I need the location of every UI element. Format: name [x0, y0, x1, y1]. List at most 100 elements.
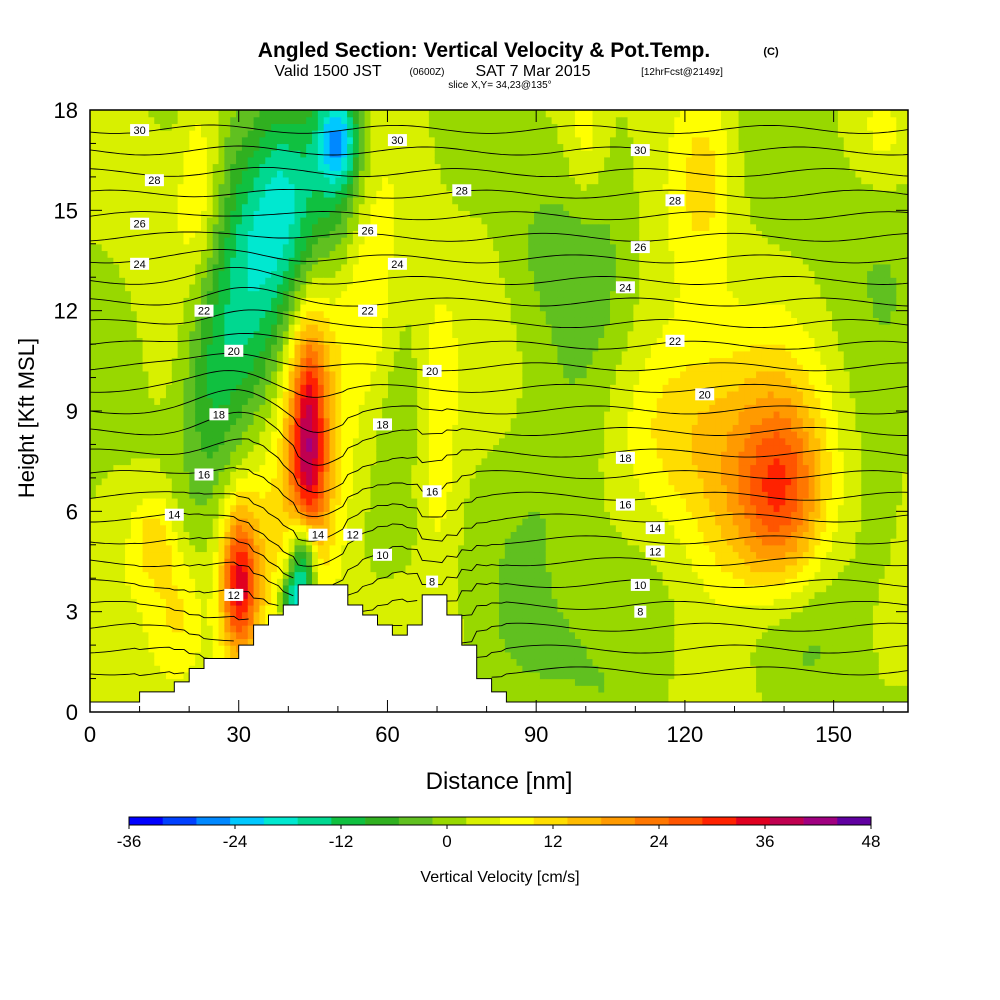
- velocity-cell: [236, 604, 243, 613]
- velocity-cell: [329, 544, 336, 553]
- velocity-cell: [119, 477, 126, 486]
- velocity-cell: [107, 283, 114, 292]
- velocity-cell: [218, 611, 225, 619]
- velocity-cell: [312, 411, 319, 419]
- velocity-cell: [387, 471, 395, 479]
- velocity-cell: [282, 437, 290, 446]
- velocity-cell: [335, 257, 342, 265]
- velocity-cell: [335, 558, 342, 566]
- velocity-cell: [312, 564, 319, 573]
- velocity-cell: [387, 437, 395, 446]
- velocity-cell: [276, 377, 284, 385]
- velocity-cell: [177, 484, 185, 492]
- velocity-cell: [171, 290, 179, 298]
- velocity-cell: [160, 424, 167, 432]
- velocity-cell: [165, 651, 173, 660]
- velocity-cell: [125, 618, 132, 626]
- velocity-cell: [230, 243, 237, 252]
- velocity-cell: [294, 290, 301, 298]
- velocity-cell: [236, 544, 243, 553]
- velocity-cell: [399, 558, 407, 566]
- velocity-cell: [142, 504, 150, 512]
- velocity-cell: [236, 143, 243, 151]
- velocity-cell: [230, 123, 237, 131]
- velocity-cell: [165, 163, 173, 171]
- velocity-cell: [405, 524, 412, 532]
- velocity-cell: [335, 344, 342, 352]
- velocity-cell: [312, 196, 319, 205]
- velocity-cell: [101, 631, 109, 640]
- velocity-cell: [387, 310, 395, 318]
- velocity-cell: [218, 544, 225, 553]
- velocity-cell: [236, 324, 243, 332]
- velocity-cell: [347, 464, 354, 472]
- velocity-cell: [259, 203, 266, 211]
- velocity-cell: [230, 156, 237, 165]
- velocity-cell: [387, 484, 395, 492]
- velocity-cell: [294, 417, 301, 425]
- velocity-cell: [399, 156, 407, 165]
- velocity-cell: [148, 604, 155, 613]
- velocity-cell: [265, 143, 272, 151]
- velocity-cell: [236, 437, 243, 446]
- velocity-cell: [224, 310, 231, 318]
- velocity-cell: [271, 337, 278, 345]
- velocity-cell: [317, 250, 325, 258]
- velocity-cell: [358, 417, 366, 425]
- velocity-cell: [312, 344, 319, 352]
- velocity-cell: [201, 263, 208, 272]
- velocity-cell: [236, 337, 243, 345]
- velocity-cell: [247, 217, 255, 225]
- velocity-cell: [142, 464, 150, 472]
- velocity-cell: [276, 571, 284, 579]
- velocity-cell: [393, 116, 401, 124]
- velocity-cell: [230, 397, 237, 405]
- velocity-cell: [201, 611, 208, 619]
- velocity-cell: [358, 451, 366, 459]
- velocity-cell: [358, 477, 366, 486]
- velocity-cell: [160, 364, 167, 372]
- velocity-cell: [376, 511, 383, 519]
- velocity-cell: [335, 210, 342, 218]
- velocity-cell: [130, 591, 138, 599]
- velocity-cell: [212, 384, 220, 392]
- velocity-cell: [300, 123, 307, 131]
- velocity-cell: [148, 136, 155, 145]
- velocity-cell: [136, 604, 144, 613]
- velocity-cell: [154, 130, 161, 138]
- velocity-cell: [393, 397, 401, 405]
- velocity-cell: [329, 190, 336, 198]
- velocity-cell: [224, 390, 231, 399]
- velocity-cell: [294, 551, 301, 559]
- velocity-cell: [236, 471, 243, 479]
- velocity-cell: [206, 110, 214, 118]
- velocity-cell: [183, 130, 190, 138]
- velocity-cell: [148, 357, 155, 365]
- velocity-cell: [317, 437, 325, 446]
- velocity-cell: [265, 404, 272, 412]
- velocity-cell: [282, 357, 290, 365]
- velocity-cell: [376, 504, 383, 512]
- velocity-cell: [358, 257, 366, 265]
- velocity-cell: [358, 598, 366, 606]
- velocity-cell: [271, 123, 278, 131]
- velocity-cell: [183, 437, 190, 446]
- velocity-cell: [405, 437, 412, 446]
- velocity-cell: [259, 571, 266, 579]
- velocity-cell: [265, 471, 272, 479]
- velocity-cell: [218, 136, 225, 145]
- velocity-cell: [154, 116, 161, 124]
- velocity-cell: [230, 176, 237, 185]
- velocity-cell: [312, 237, 319, 245]
- velocity-cell: [265, 518, 272, 526]
- velocity-cell: [201, 297, 208, 305]
- velocity-cell: [358, 578, 366, 586]
- velocity-cell: [241, 203, 249, 211]
- velocity-cell: [271, 411, 278, 419]
- velocity-cell: [95, 477, 103, 486]
- velocity-cell: [347, 290, 354, 298]
- velocity-cell: [165, 217, 173, 225]
- velocity-cell: [125, 217, 132, 225]
- velocity-cell: [364, 210, 372, 218]
- velocity-cell: [130, 190, 138, 198]
